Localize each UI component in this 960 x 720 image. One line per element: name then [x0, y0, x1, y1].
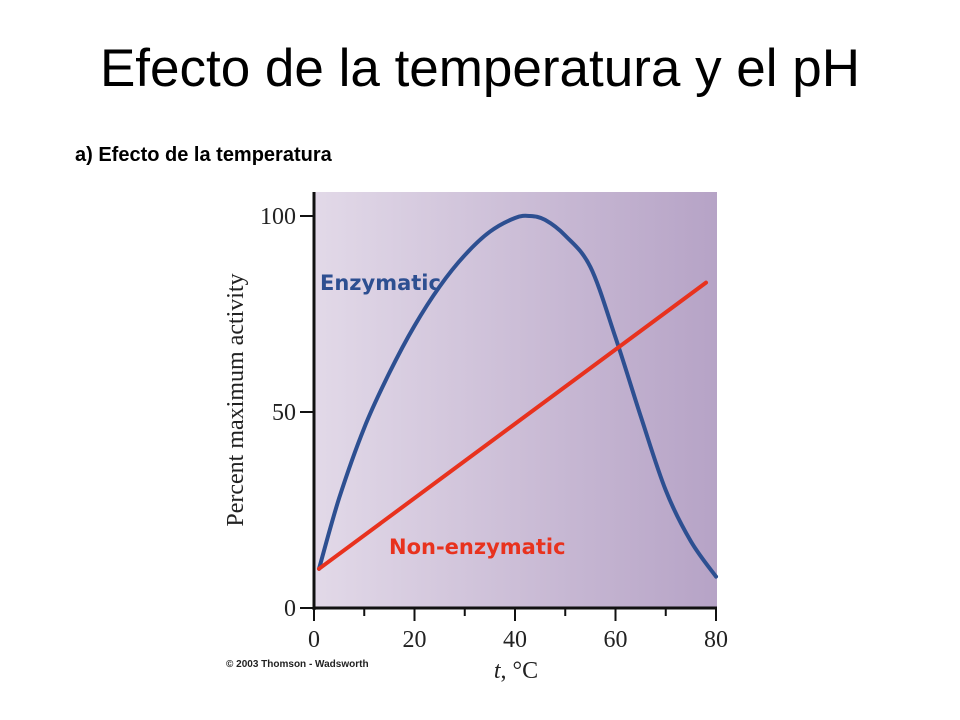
- series-line-enzymatic: [317, 213, 718, 579]
- x-tick-label: 80: [704, 627, 728, 653]
- y-tick-label: 100: [260, 204, 296, 230]
- plot-background: [314, 192, 717, 608]
- series-label-enzymatic: Enzymatic: [320, 271, 441, 295]
- copyright-notice: © 2003 Thomson - Wadsworth: [226, 659, 369, 670]
- y-axis-label: Percent maximum activity: [223, 273, 249, 526]
- series-label-non-enzymatic: Non-enzymatic: [389, 535, 566, 559]
- slide-title: Efecto de la temperatura y el pH: [99, 39, 861, 98]
- x-tick-label: 40: [503, 627, 527, 653]
- slide-subtitle: a) Efecto de la temperatura: [75, 144, 332, 166]
- series-line-non-enzymatic: [317, 280, 708, 571]
- x-tick-label: 60: [604, 627, 628, 653]
- x-axis-variable: t: [494, 658, 502, 684]
- series-lines: [317, 213, 718, 579]
- x-axis-label: t, °C: [494, 658, 538, 684]
- x-axis-unit: , °C: [501, 658, 539, 684]
- x-tick-label: 0: [308, 627, 320, 653]
- x-tick-label: 20: [403, 627, 427, 653]
- x-axis: 0 20 40 60 80: [308, 606, 728, 653]
- y-tick-label: 0: [284, 596, 296, 622]
- y-axis: 0 50 100: [260, 192, 316, 622]
- y-tick-label: 50: [272, 400, 296, 426]
